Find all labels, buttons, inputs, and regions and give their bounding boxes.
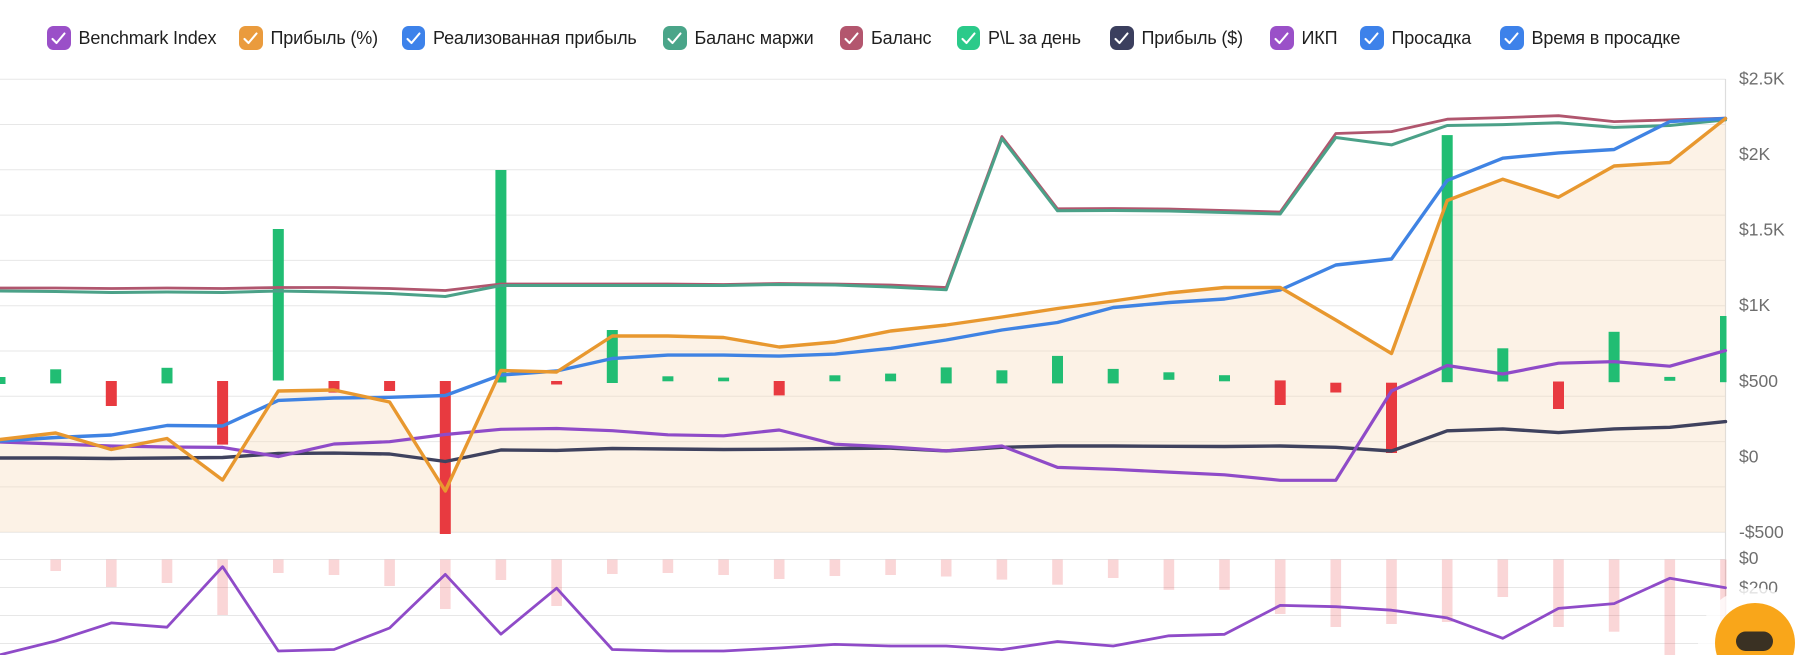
svg-text:$1K: $1K [1739, 295, 1770, 315]
svg-text:$500: $500 [1739, 371, 1778, 391]
svg-text:$2.5K: $2.5K [1739, 68, 1785, 88]
svg-text:$0: $0 [1739, 548, 1759, 568]
svg-text:$1.5K: $1.5K [1739, 220, 1785, 240]
svg-text:$2K: $2K [1739, 144, 1770, 164]
svg-text:$0: $0 [1739, 446, 1759, 466]
svg-text:-$500: -$500 [1739, 522, 1784, 542]
